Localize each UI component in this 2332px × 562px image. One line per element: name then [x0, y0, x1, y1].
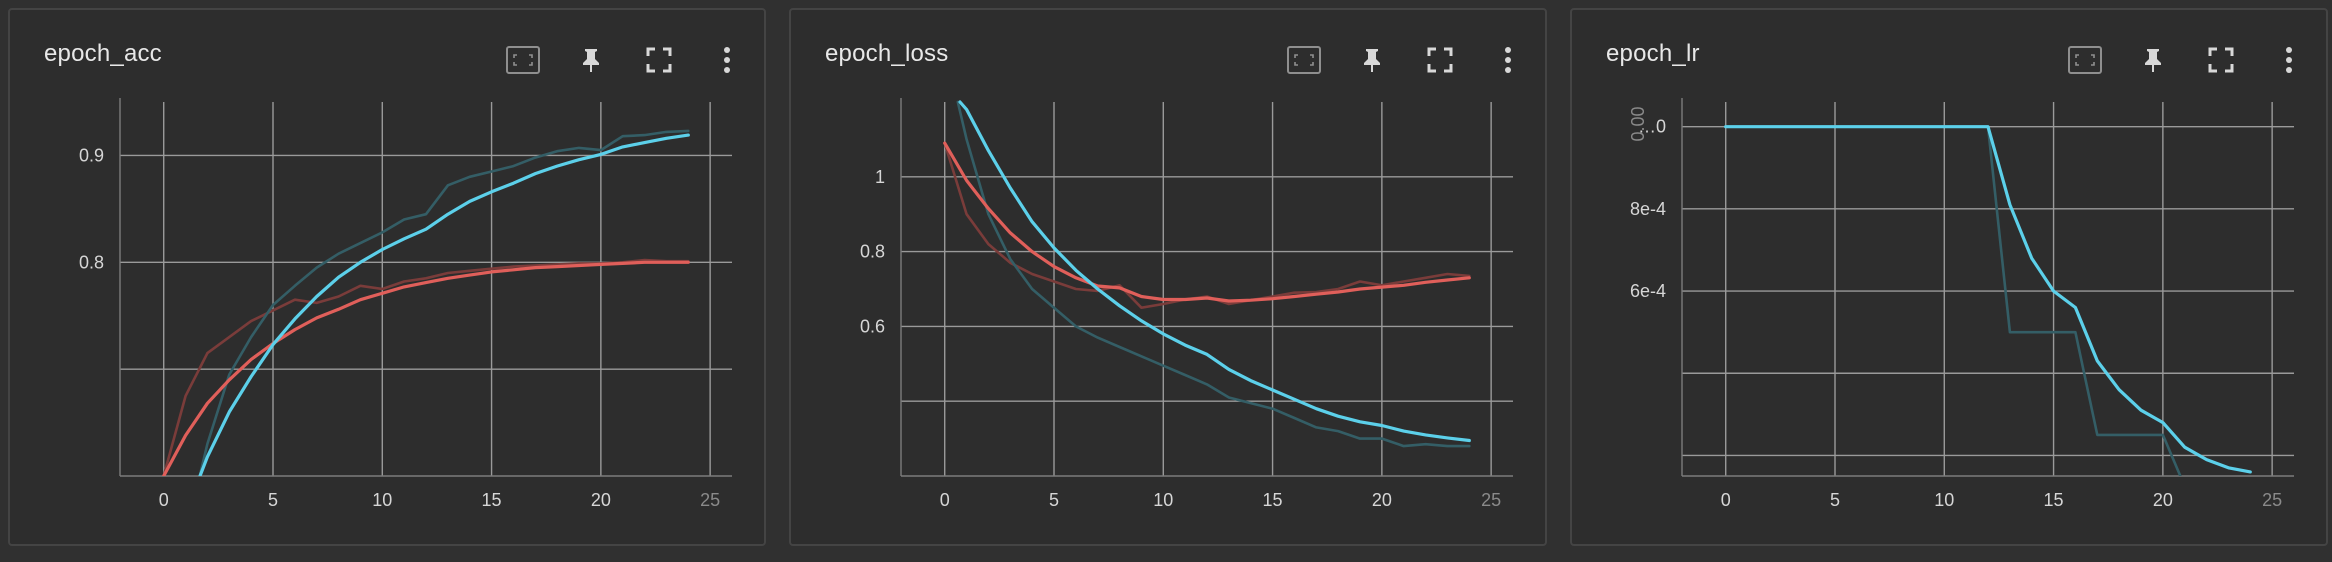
y-tick-label: 1: [875, 167, 885, 187]
card-toolbar: [1285, 40, 1527, 80]
fit-domain-icon: [1287, 46, 1321, 74]
plot-area[interactable]: 1 0.8 0.6 0 5 10 15 20 25: [791, 90, 1549, 530]
chart-card-epoch-lr: epoch_lr …0 8e-4 6e-4 0.00 0 5 10 15 20 25: [1570, 8, 2328, 546]
fullscreen-icon: [2208, 47, 2234, 73]
line-chart-epoch-loss: 1 0.8 0.6 0 5 10 15 20 25: [860, 98, 1513, 510]
fit-domain-button[interactable]: [2066, 41, 2104, 79]
plot-area[interactable]: …0 8e-4 6e-4 0.00 0 5 10 15 20 25: [1572, 90, 2330, 530]
x-tick-label: 0: [940, 490, 950, 510]
chart-title: epoch_acc: [44, 40, 162, 67]
x-tick-label: 0: [1721, 490, 1731, 510]
x-tick-label: 5: [268, 490, 278, 510]
y-tick-label: 0.6: [860, 316, 885, 336]
y-tick-label: …0: [1638, 117, 1666, 137]
more-options-button[interactable]: [1489, 41, 1527, 79]
fit-domain-icon: [506, 46, 540, 74]
more-options-button[interactable]: [708, 41, 746, 79]
fullscreen-button[interactable]: [2202, 41, 2240, 79]
fit-domain-button[interactable]: [504, 41, 542, 79]
fit-domain-icon: [2068, 46, 2102, 74]
x-tick-label: 5: [1049, 490, 1059, 510]
pin-icon: [580, 47, 602, 73]
more-vert-icon: [723, 46, 731, 74]
x-tick-label: 10: [1153, 490, 1173, 510]
more-vert-icon: [2285, 46, 2293, 74]
series-line-smoothed[interactable]: [958, 100, 1471, 443]
pin-button[interactable]: [1353, 41, 1391, 79]
x-tick-label: 5: [1830, 490, 1840, 510]
x-tick-label: 20: [591, 490, 611, 510]
fullscreen-button[interactable]: [1421, 41, 1459, 79]
x-tick-label: 25: [1481, 490, 1501, 510]
fullscreen-icon: [1427, 47, 1453, 73]
line-chart-epoch-acc: 0.9 0.8 0 5 10 15 20 25: [79, 98, 732, 530]
fit-domain-button[interactable]: [1285, 41, 1323, 79]
x-tick-label: 25: [700, 490, 720, 510]
y-tick-label: 0.8: [860, 242, 885, 262]
y-tick-label: 8e-4: [1630, 199, 1666, 219]
x-tick-label: 15: [1263, 490, 1283, 510]
x-tick-label: 10: [372, 490, 392, 510]
more-options-button[interactable]: [2270, 41, 2308, 79]
x-tick-label: 15: [2044, 490, 2064, 510]
line-chart-epoch-lr: …0 8e-4 6e-4 0.00 0 5 10 15 20 25: [1628, 98, 2294, 510]
y-tick-label: 0.8: [79, 252, 104, 272]
x-tick-label: 20: [1372, 490, 1392, 510]
x-tick-label: 25: [2262, 490, 2282, 510]
series-line-raw[interactable]: [956, 100, 1471, 448]
pin-button[interactable]: [572, 41, 610, 79]
x-tick-label: 20: [2153, 490, 2173, 510]
chart-title: epoch_lr: [1606, 40, 1700, 67]
x-tick-label: 15: [482, 490, 502, 510]
x-tick-label: 0: [159, 490, 169, 510]
fullscreen-button[interactable]: [640, 41, 678, 79]
y-tick-label: 0.9: [79, 145, 104, 165]
pin-button[interactable]: [2134, 41, 2172, 79]
y-tick-label-clipped: 0.00: [1628, 106, 1648, 141]
chart-title: epoch_loss: [825, 40, 949, 67]
series-line-raw[interactable]: [186, 129, 690, 530]
series-line-raw[interactable]: [943, 141, 1471, 309]
series-line-smoothed[interactable]: [943, 141, 1471, 303]
card-toolbar: [504, 40, 746, 80]
pin-icon: [2142, 47, 2164, 73]
series-line-smoothed[interactable]: [162, 260, 690, 476]
plot-area[interactable]: 0.9 0.8 0 5 10 15 20 25: [10, 90, 768, 530]
series-line-smoothed[interactable]: [1724, 125, 2252, 474]
more-vert-icon: [1504, 46, 1512, 74]
fullscreen-icon: [646, 47, 672, 73]
chart-card-epoch-acc: epoch_acc 0.9 0.8 0 5 10 15 20 25: [8, 8, 766, 546]
y-tick-label: 6e-4: [1630, 281, 1666, 301]
series-line-smoothed[interactable]: [186, 133, 690, 513]
x-tick-label: 10: [1934, 490, 1954, 510]
pin-icon: [1361, 47, 1383, 73]
card-toolbar: [2066, 40, 2308, 80]
chart-card-epoch-loss: epoch_loss 1 0.8 0.6 0 5 10 15 20 25: [789, 8, 1547, 546]
